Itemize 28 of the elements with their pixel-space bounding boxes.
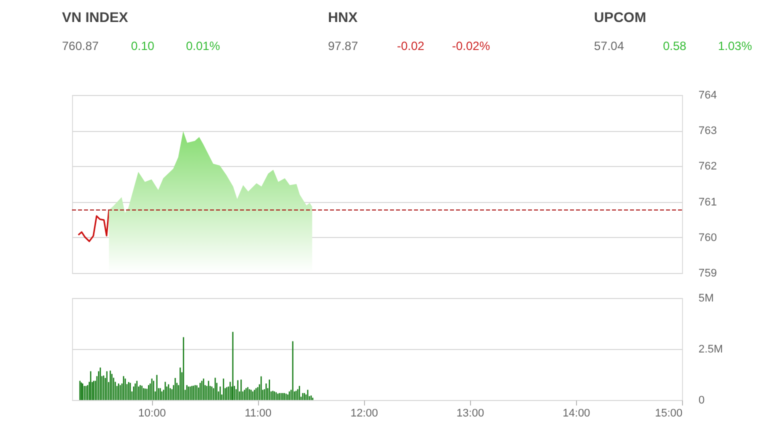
text: 1.03%: [718, 39, 752, 53]
text: HNX: [328, 9, 358, 25]
x-tick-label: 14:00: [562, 408, 590, 420]
text: -0.02%: [452, 39, 490, 53]
x-tick-label: 12:00: [350, 408, 378, 420]
y-tick-label: 760: [698, 232, 717, 244]
y-tick-label: 762: [698, 160, 717, 173]
y-tick-label: 764: [698, 90, 717, 102]
y-tick-label: 5M: [698, 292, 714, 304]
text: 0.58: [663, 39, 687, 53]
text: 97.87: [328, 39, 358, 53]
text: -0.02: [397, 39, 425, 53]
text: 57.04: [594, 39, 624, 53]
line-series: [78, 209, 110, 242]
x-tick-label: 15:00: [654, 408, 682, 420]
text: 0.01%: [186, 39, 220, 53]
y-tick-label: 759: [698, 268, 717, 280]
text: UPCOM: [594, 9, 646, 25]
x-tick-label: 10:00: [138, 408, 166, 420]
x-tick-label: 11:00: [244, 408, 272, 420]
x-tick-label: 13:00: [456, 408, 484, 420]
y-tick-label: 761: [698, 196, 717, 208]
text: 760.87: [62, 39, 100, 53]
y-tick-label: 763: [698, 125, 717, 138]
y-tick-label: 0: [698, 394, 705, 406]
y-tick-label: 2.5M: [698, 344, 723, 356]
text: VN INDEX: [62, 9, 129, 25]
text: 0.10: [131, 39, 155, 53]
